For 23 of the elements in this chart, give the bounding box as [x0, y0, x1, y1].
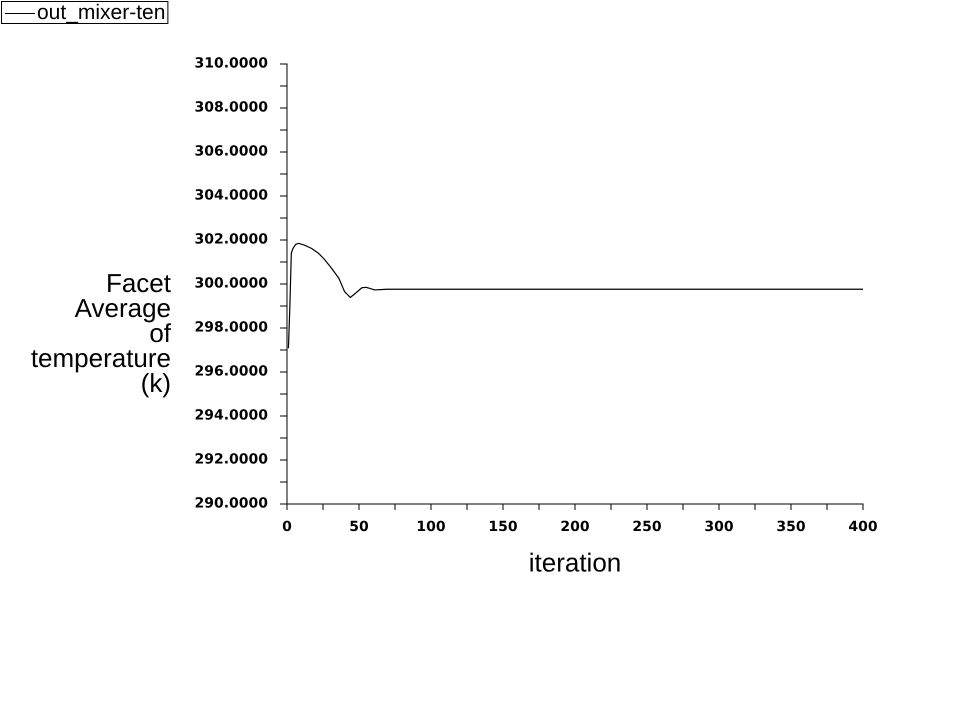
y-tick-label: 310.0000	[194, 56, 268, 72]
y-tick-label: 294.0000	[194, 408, 268, 424]
y-tick-label: 296.0000	[194, 364, 268, 380]
x-tick-label: 300	[704, 519, 734, 536]
y-tick-label: 292.0000	[194, 452, 268, 468]
x-tick-label: 150	[488, 519, 518, 536]
x-tick-label: 100	[416, 519, 446, 536]
x-tick-label: 200	[560, 519, 590, 536]
x-tick-label: 250	[632, 519, 662, 536]
y-tick-label: 300.0000	[194, 276, 268, 292]
y-tick-label: 290.0000	[194, 496, 268, 512]
x-tick-label: 350	[776, 519, 806, 536]
x-tick-label: 50	[349, 519, 369, 536]
y-tick-label: 304.0000	[194, 188, 268, 204]
x-tick-label: 0	[282, 519, 292, 536]
x-tick-label: 400	[848, 519, 878, 536]
legend-label: out_mixer-ten	[37, 0, 166, 24]
y-tick-label: 306.0000	[194, 144, 268, 160]
y-tick-label: 298.0000	[194, 320, 268, 336]
y-tick-label: 302.0000	[194, 232, 268, 248]
y-tick-label: 308.0000	[194, 100, 268, 116]
y-axis-title: Facet Average of temperature (k)	[30, 268, 172, 398]
x-axis-title: iteration	[528, 548, 622, 578]
